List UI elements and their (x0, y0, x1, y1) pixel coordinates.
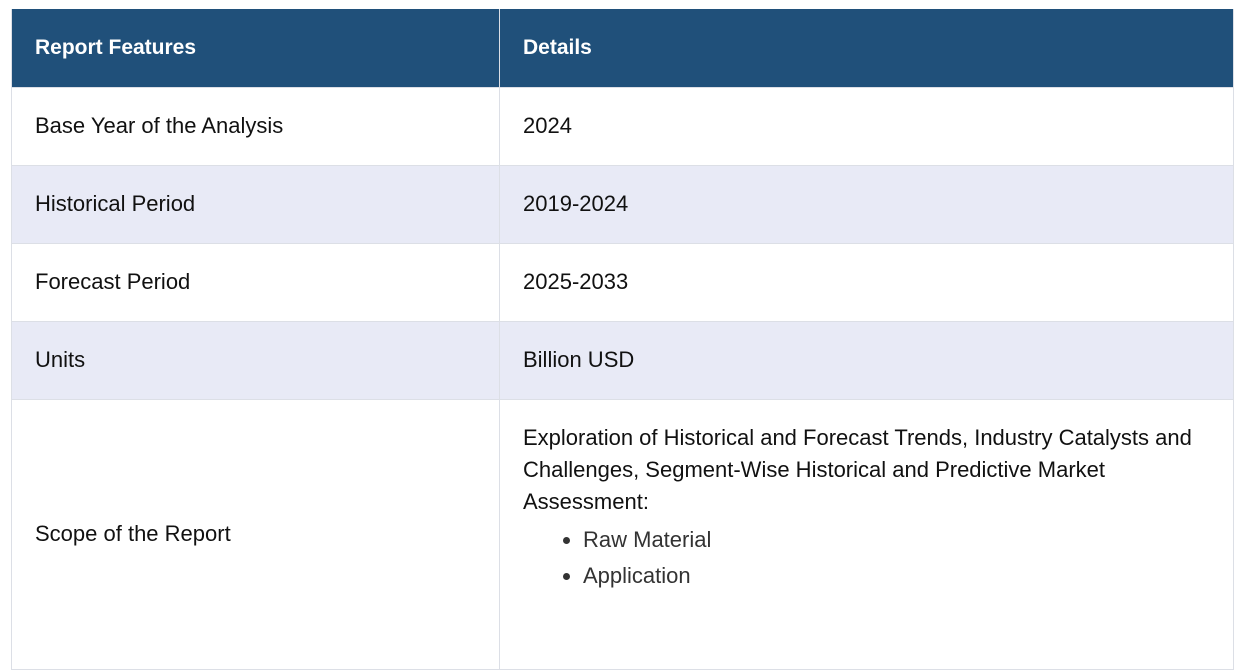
list-item: Raw Material (583, 522, 1233, 558)
table-row-units: Units Billion USD (11, 320, 1234, 400)
cell-feature: Base Year of the Analysis (11, 86, 500, 166)
cell-feature: Units (11, 320, 500, 400)
scope-segment-list: Raw Material Application (523, 522, 1233, 594)
cell-detail: 2024 (499, 86, 1234, 166)
cell-detail: Billion USD (499, 320, 1234, 400)
cell-feature: Historical Period (11, 164, 500, 244)
table-row-historical-period: Historical Period 2019-2024 (11, 164, 1234, 244)
cell-detail: 2019-2024 (499, 164, 1234, 244)
header-report-features: Report Features (11, 9, 500, 88)
table-header-row: Report Features Details (11, 9, 1234, 88)
cell-scope-detail: Exploration of Historical and Forecast T… (499, 398, 1234, 670)
report-features-table: Report Features Details Base Year of the… (11, 9, 1234, 670)
header-details: Details (499, 9, 1234, 88)
report-features-table-container: Report Features Details Base Year of the… (11, 9, 1234, 670)
cell-feature: Scope of the Report (11, 398, 500, 670)
scope-intro-text: Exploration of Historical and Forecast T… (523, 424, 1192, 514)
table-row-forecast-period: Forecast Period 2025-2033 (11, 242, 1234, 322)
cell-feature: Forecast Period (11, 242, 500, 322)
table-row-base-year: Base Year of the Analysis 2024 (11, 86, 1234, 166)
cell-detail: 2025-2033 (499, 242, 1234, 322)
table-row-scope: Scope of the Report Exploration of Histo… (11, 398, 1234, 670)
list-item: Application (583, 558, 1233, 594)
